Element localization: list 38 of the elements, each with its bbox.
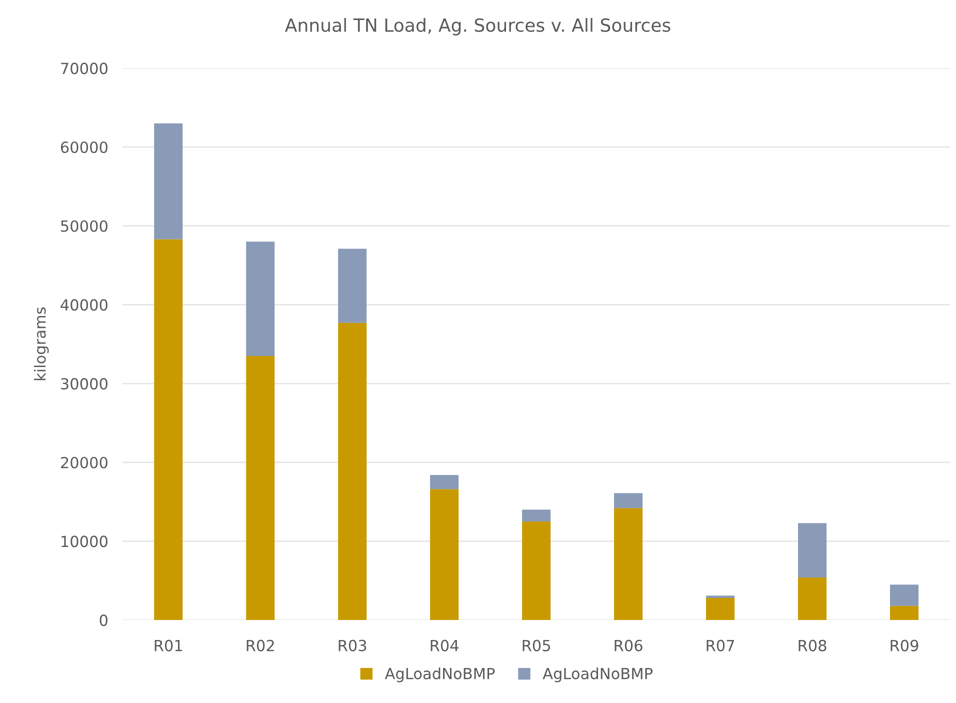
legend-label: AgLoadNoBMP xyxy=(542,667,653,682)
x-tick-label: R07 xyxy=(706,640,734,652)
bar xyxy=(430,474,459,490)
y-tick-label: 10000 xyxy=(62,536,108,548)
bar xyxy=(522,510,551,522)
bar xyxy=(154,123,183,240)
bar xyxy=(338,322,367,620)
y-tick-label: 20000 xyxy=(60,456,108,468)
y-tick-label: 50000 xyxy=(61,220,108,232)
y-tick-label: 60000 xyxy=(60,141,108,154)
bar xyxy=(522,522,551,620)
x-tick-label: R02 xyxy=(246,640,274,652)
x-tick-label: R09 xyxy=(890,640,918,652)
bar xyxy=(706,598,735,620)
x-tick-label: R08 xyxy=(798,640,826,652)
bar xyxy=(614,493,643,508)
bar xyxy=(246,242,275,356)
bar xyxy=(614,508,643,620)
x-tick-label: R04 xyxy=(430,640,458,652)
legend-label: AgLoadNoBMP xyxy=(384,667,495,682)
bar xyxy=(890,606,919,620)
y-axis-title: kilograms xyxy=(34,307,49,380)
y-tick-label: 0 xyxy=(100,614,108,626)
bar xyxy=(430,489,459,620)
bar xyxy=(798,577,827,620)
y-tick-label: 30000 xyxy=(61,378,108,390)
x-tick-label: R06 xyxy=(614,640,642,652)
bar xyxy=(154,239,183,620)
chart-title: Annual TN Load, Ag. Sources v. All Sources xyxy=(284,18,670,36)
x-tick-label: R03 xyxy=(338,640,366,652)
y-tick-label: 70000 xyxy=(61,62,108,74)
bar xyxy=(338,248,367,323)
x-tick-label: R05 xyxy=(522,640,550,652)
y-tick-label: 40000 xyxy=(60,299,108,311)
bar xyxy=(798,523,827,578)
x-tick-label: R01 xyxy=(154,640,182,652)
bar xyxy=(246,356,275,620)
bar xyxy=(890,584,919,606)
